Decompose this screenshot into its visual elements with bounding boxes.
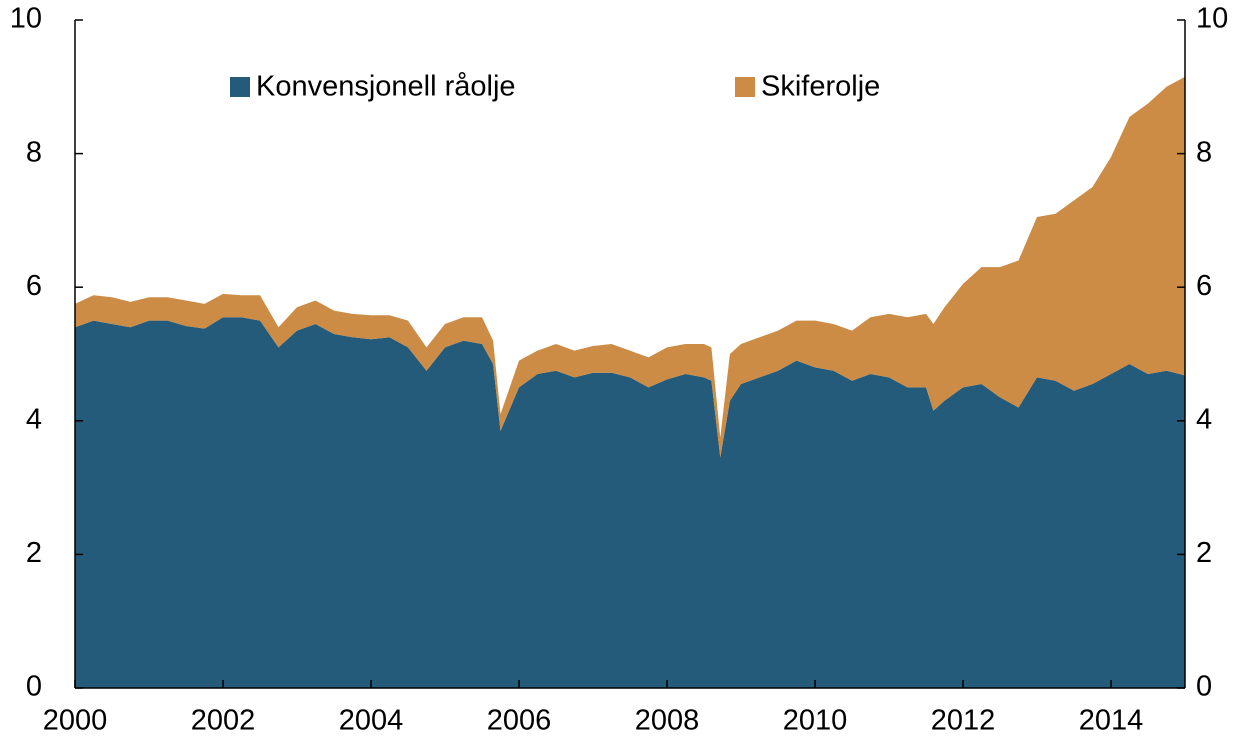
y-tick-label: 10 bbox=[10, 3, 42, 35]
y-tick-label: 8 bbox=[26, 136, 42, 168]
legend-swatch bbox=[230, 77, 250, 97]
x-tick-label: 2008 bbox=[635, 705, 700, 737]
x-tick-label: 2014 bbox=[1079, 705, 1144, 737]
x-tick-label: 2004 bbox=[339, 705, 404, 737]
y-tick-label: 2 bbox=[26, 537, 42, 569]
y-tick-label: 0 bbox=[26, 671, 42, 703]
y-tick-label-right: 2 bbox=[1196, 537, 1212, 569]
legend-label: Konvensjonell råolje bbox=[256, 71, 516, 103]
areas bbox=[75, 76, 1185, 688]
legend-swatch bbox=[735, 77, 755, 97]
x-tick-label: 2012 bbox=[931, 705, 996, 737]
x-tick-label: 2010 bbox=[783, 705, 848, 737]
y-tick-label: 4 bbox=[26, 403, 42, 435]
y-tick-label-right: 6 bbox=[1196, 270, 1212, 302]
legend-label: Skiferolje bbox=[761, 71, 880, 103]
y-tick-label-right: 8 bbox=[1196, 136, 1212, 168]
x-tick-label: 2006 bbox=[487, 705, 552, 737]
y-tick-label-right: 4 bbox=[1196, 403, 1212, 435]
x-tick-label: 2000 bbox=[43, 705, 108, 737]
y-tick-label-right: 0 bbox=[1196, 671, 1212, 703]
y-tick-label: 6 bbox=[26, 270, 42, 302]
area bbox=[75, 317, 1185, 688]
area bbox=[75, 76, 1185, 458]
y-tick-label-right: 10 bbox=[1196, 3, 1228, 35]
x-tick-label: 2002 bbox=[191, 705, 256, 737]
